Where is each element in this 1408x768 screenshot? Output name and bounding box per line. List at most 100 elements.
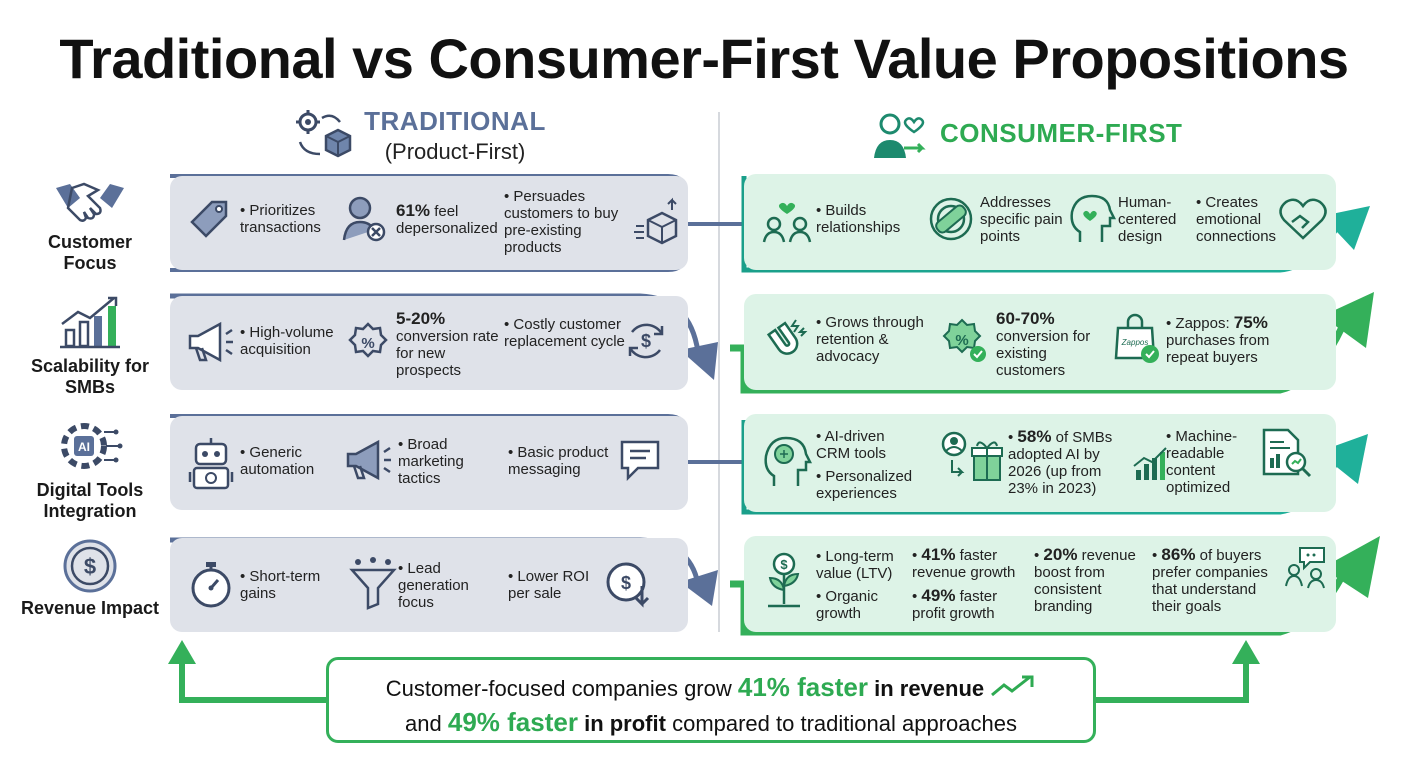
cons-r3-a2: Personalized experiences xyxy=(816,468,916,502)
dollar-coin-icon: $ xyxy=(54,538,126,598)
document-magnifier-icon xyxy=(1258,426,1314,487)
summary-line-1: Customer-focused companies grow 41% fast… xyxy=(329,672,1093,707)
cons-r4-c-text: revenue boost from consistent branding xyxy=(1034,547,1136,615)
cons-r4-b1: 41% faster revenue growth xyxy=(912,546,1032,581)
heart-handshake-icon xyxy=(1278,196,1328,247)
cons-r3-c: Machine-readable content optimized xyxy=(1166,428,1254,496)
cons-r4-b1-text: faster revenue growth xyxy=(912,547,1016,581)
gear-box-icon xyxy=(292,108,352,164)
cons-row-digital-tools: AI-driven CRM tools Personalized experie… xyxy=(744,414,1336,512)
cons-r1-b: Addresses specific pain points xyxy=(980,194,1063,245)
people-heart-icon xyxy=(870,108,934,162)
summary-l2-pre: and xyxy=(405,711,442,737)
cons-r1-d: Creates emotional connections xyxy=(1196,194,1292,245)
cons-r4-c: 20% revenue boost from consistent brandi… xyxy=(1034,546,1144,615)
dollar-down-icon: $ xyxy=(604,560,654,615)
trad-row-scalability: High-volume acquisition % 5-20% conversi… xyxy=(170,296,688,390)
shopping-bag-icon: Zappos xyxy=(1114,312,1162,371)
summary-l2-bold: in profit xyxy=(584,711,666,737)
cons-r2-b-text: conversion for existing customers xyxy=(996,328,1091,379)
percent-check-icon: % xyxy=(940,318,988,369)
cons-r4-b: 41% faster revenue growth 49% faster pro… xyxy=(912,546,1032,622)
trad-r1-a: Prioritizes transactions xyxy=(240,202,350,236)
cons-r3-b-num: 58% xyxy=(1017,427,1052,446)
user-gift-icon xyxy=(940,430,1004,489)
summary-callout: Customer-focused companies grow 41% fast… xyxy=(326,657,1096,743)
dollar-cycle-icon: $ xyxy=(622,316,670,371)
trad-r3-b: Broad marketing tactics xyxy=(398,436,498,487)
cons-r4-a2: Organic growth xyxy=(816,588,912,622)
growth-bars-icon xyxy=(54,294,126,354)
cons-r4-c-num: 20% xyxy=(1043,545,1078,564)
svg-text:$: $ xyxy=(84,554,96,579)
cons-r2-c: Zappos: 75% purchases from repeat buyers xyxy=(1166,314,1294,366)
cons-r4-b2-num: 49% xyxy=(921,586,956,605)
cons-r4-b2: 49% faster profit growth xyxy=(912,587,1032,622)
trad-row-digital-tools: Generic automation Broad marketing tacti… xyxy=(170,416,688,510)
cons-r2-b: 60-70% conversion for existing customers xyxy=(996,310,1114,379)
trad-r2-b: 5-20% conversion rate for new prospects xyxy=(396,310,504,379)
trad-r2-b-text: conversion rate for new prospects xyxy=(396,328,499,379)
target-bandage-icon xyxy=(928,196,974,247)
people-heart-icon-small xyxy=(762,198,812,249)
cons-r2-b-num: 60-70% xyxy=(996,309,1055,328)
svg-text:$: $ xyxy=(641,331,651,351)
traditional-header: TRADITIONAL (Product-First) xyxy=(360,106,550,165)
head-heart-icon xyxy=(1068,194,1117,249)
cons-row-customer-focus: Builds relationships Addresses specific … xyxy=(744,174,1336,270)
trad-r4-a: Short-term gains xyxy=(240,568,336,602)
cons-r1-c: Human-centered design xyxy=(1118,194,1177,245)
cons-r2-c-text: purchases from repeat buyers xyxy=(1166,332,1270,366)
summary-line-2: and 49% faster in profit compared to tra… xyxy=(329,707,1093,739)
summary-l2-post: compared to traditional approaches xyxy=(672,711,1017,737)
page-title: Traditional vs Consumer-First Value Prop… xyxy=(59,27,1349,90)
trad-r1-b-text: feel depersonalized xyxy=(396,203,498,237)
trad-r1-b: 61% feel depersonalized xyxy=(396,202,508,237)
cons-r4-b1-num: 41% xyxy=(921,545,956,564)
user-x-icon xyxy=(342,194,388,249)
cons-r3-b-text: of SMBs adopted AI by 2026 (up from 23% … xyxy=(1008,429,1113,497)
megaphone-icon xyxy=(186,320,234,369)
cons-r3-b: 58% of SMBs adopted AI by 2026 (up from … xyxy=(1008,428,1130,497)
ai-chip-text: AI xyxy=(78,440,90,454)
trad-r2-a: High-volume acquisition xyxy=(240,324,352,358)
money-plant-icon: $ xyxy=(762,552,806,615)
cons-r4-d: 86% of buyers prefer companies that unde… xyxy=(1152,546,1284,615)
zappos-bag-label: Zappos xyxy=(1121,338,1149,347)
svg-text:%: % xyxy=(361,335,374,352)
growth-chart-icon xyxy=(1132,444,1170,487)
cons-r2-c-pre: Zappos: xyxy=(1175,315,1230,332)
traditional-title: TRADITIONAL xyxy=(364,106,546,136)
trad-r2-c: Costly customer replacement cycle xyxy=(504,316,632,350)
trad-r1-c: Persuades customers to buy pre-existing … xyxy=(504,188,632,256)
row-label-customer-focus: Customer Focus xyxy=(47,232,132,273)
summary-l1-post: in revenue xyxy=(874,676,985,701)
brain-head-icon xyxy=(762,434,813,493)
box-push-icon xyxy=(634,196,682,251)
row-label-scalability: Scalability for SMBs xyxy=(30,356,150,397)
summary-l1-num: 41% faster xyxy=(737,672,868,702)
percent-badge-icon: % xyxy=(348,322,388,367)
trad-row-revenue: Short-term gains Lead generation focus L… xyxy=(170,538,688,632)
robot-icon xyxy=(188,436,234,495)
row-label-revenue: Revenue Impact xyxy=(20,598,160,618)
trend-up-icon xyxy=(990,673,1036,707)
svg-text:$: $ xyxy=(780,557,788,572)
summary-l1-pre: Customer-focused companies grow xyxy=(385,676,732,701)
column-divider xyxy=(718,112,720,632)
price-tag-icon xyxy=(186,198,230,249)
cons-r3-a: AI-driven CRM tools Personalized experie… xyxy=(816,428,916,502)
trad-row-customer-focus: Prioritizes transactions 61% feel depers… xyxy=(170,176,688,270)
handshake-icon xyxy=(54,176,126,236)
people-chat-icon xyxy=(1284,546,1328,595)
ai-gear-icon: AI xyxy=(54,418,126,478)
cons-r2-a: Grows through retention & advocacy xyxy=(816,314,932,365)
svg-text:%: % xyxy=(955,332,968,349)
summary-l2-num: 49% faster xyxy=(447,707,578,738)
chat-bubble-icon xyxy=(618,438,662,487)
cons-r4-b2-text: faster profit growth xyxy=(912,588,998,622)
trad-r2-b-num: 5-20% xyxy=(396,309,446,328)
trad-r4-c: Lower ROI per sale xyxy=(508,568,608,602)
consumer-first-title: CONSUMER-FIRST xyxy=(940,118,1183,148)
row-label-digital-tools: Digital Tools Integration xyxy=(36,480,144,521)
